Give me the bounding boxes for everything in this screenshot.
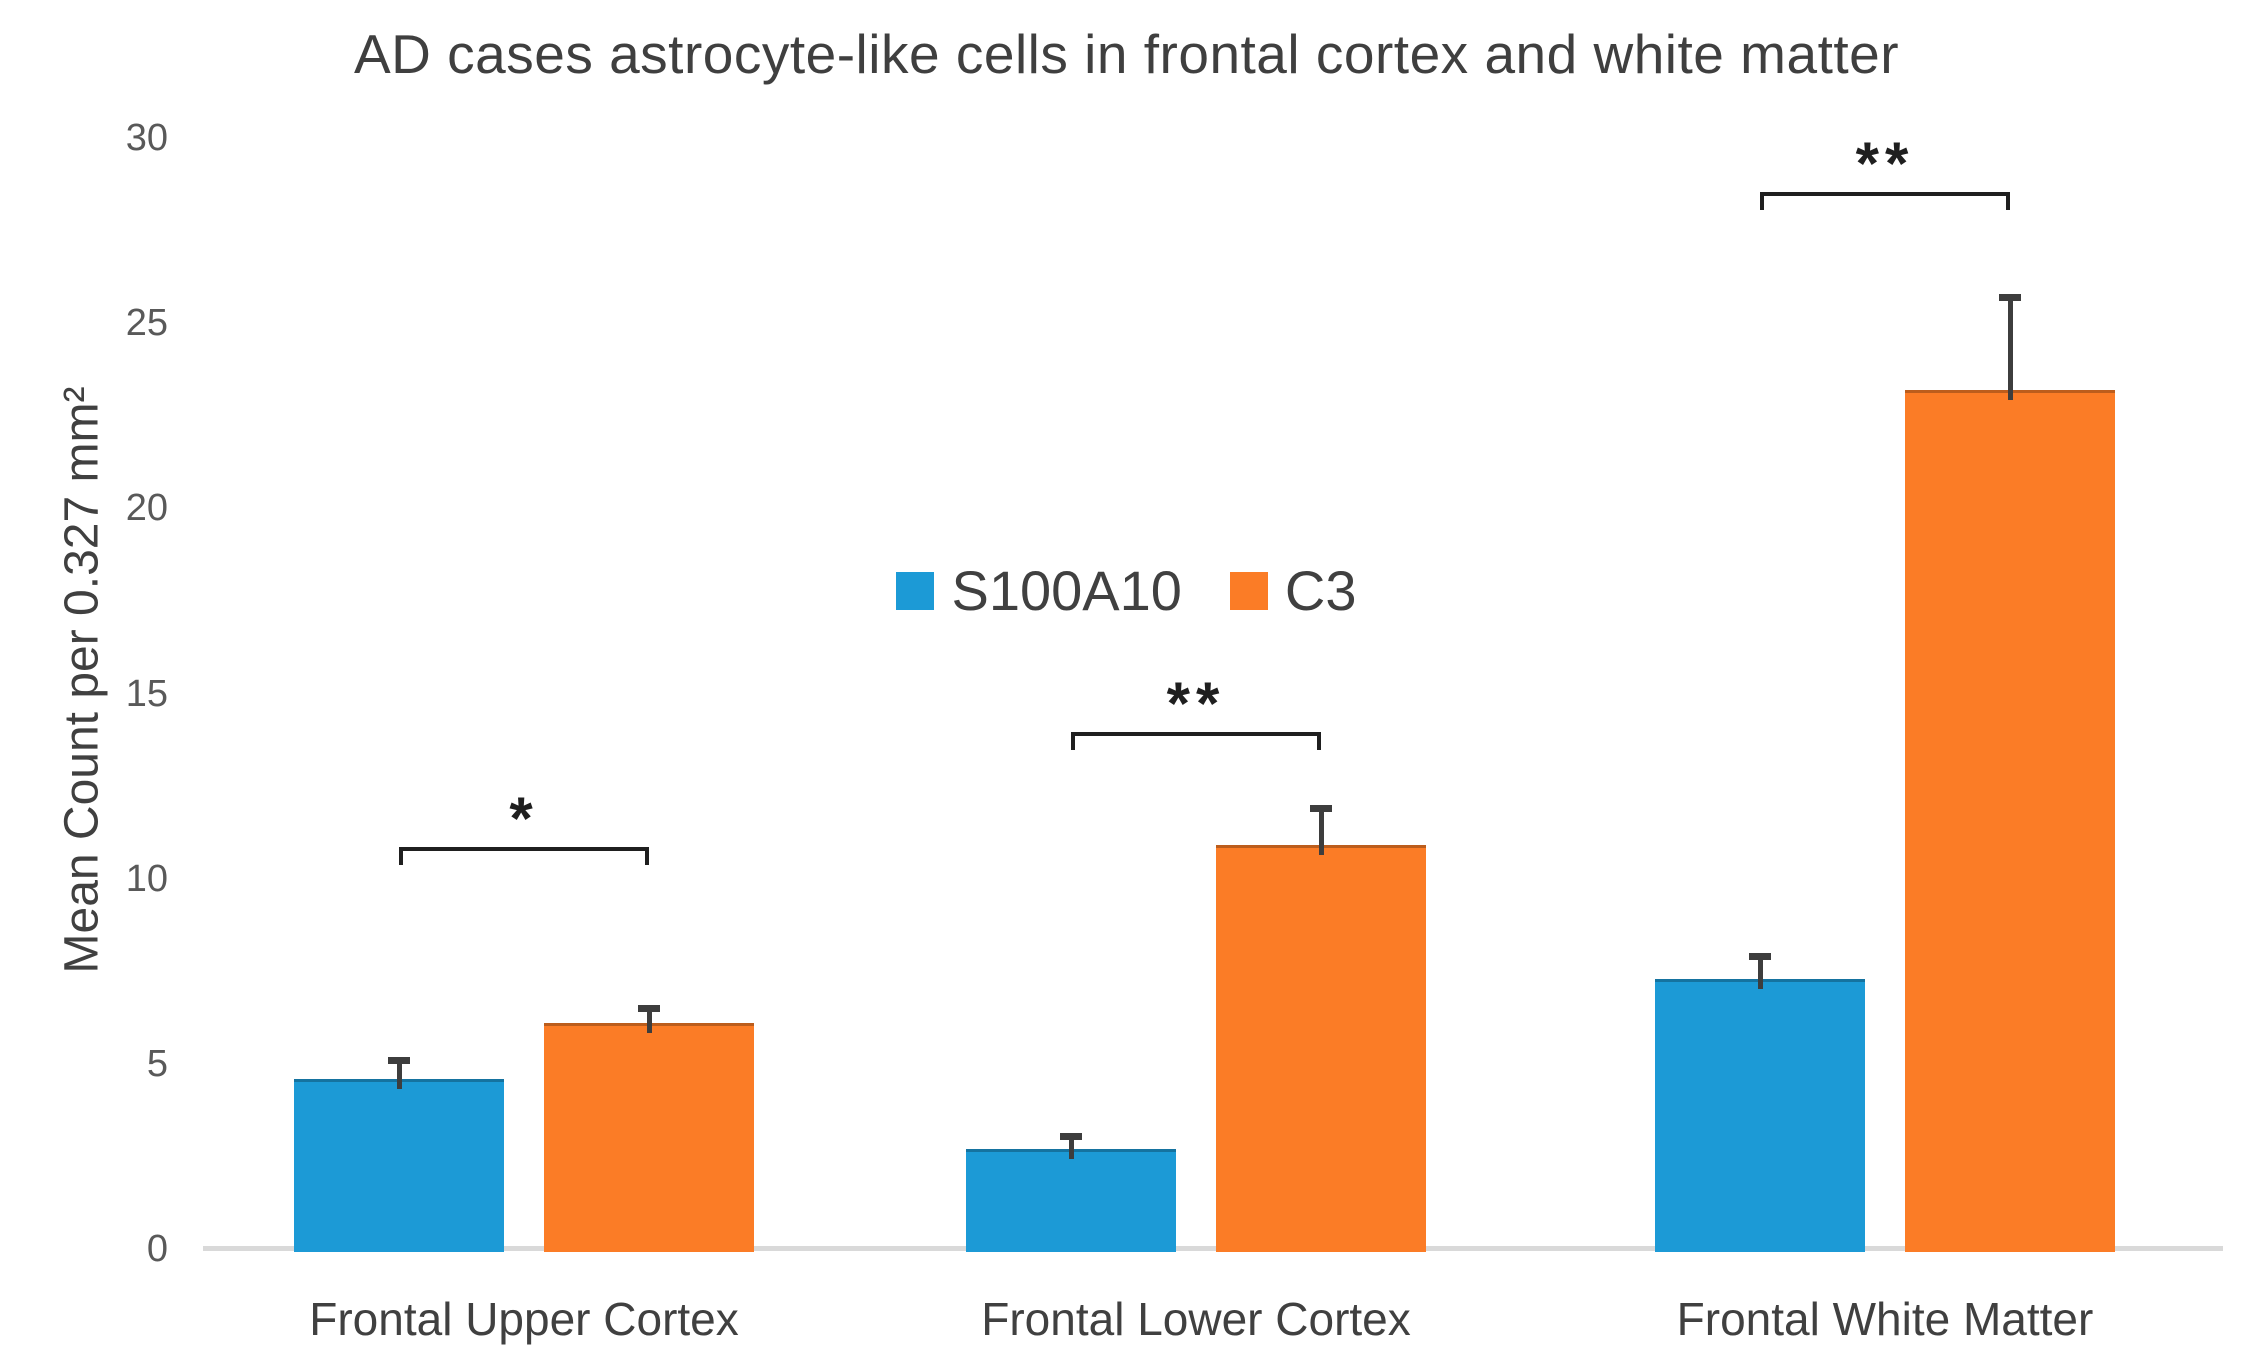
- category-label: Frontal White Matter: [1676, 1293, 2094, 1345]
- y-tick-label: 30: [125, 117, 168, 159]
- y-tick-label: 0: [146, 1228, 168, 1270]
- y-tick-label: 20: [125, 487, 168, 530]
- error-bar-cap: [388, 1056, 410, 1064]
- y-tick-label: 5: [146, 1042, 168, 1085]
- legend-item-c3: C3: [1229, 558, 1357, 623]
- legend: S100A10 C3: [0, 558, 2253, 623]
- error-bar-line: [1068, 1136, 1074, 1159]
- error-bar-cap: [1999, 293, 2021, 301]
- bar-s100a10-1: [294, 1078, 504, 1252]
- significance-bracket: [1071, 732, 1321, 737]
- error-bar-cap: [1310, 804, 1332, 812]
- legend-label: S100A10: [951, 559, 1182, 622]
- category-label: Frontal Lower Cortex: [981, 1293, 1411, 1345]
- y-tick-label: 10: [125, 857, 168, 900]
- significance-bracket-end: [645, 847, 649, 866]
- significance-bracket-end: [1760, 191, 1764, 210]
- significance-bracket: [399, 847, 649, 852]
- significance-bracket-end: [399, 847, 403, 866]
- significance-stars: **: [1855, 129, 1915, 197]
- bar-c3-1: [544, 1023, 754, 1252]
- legend-item-s100a10: S100A10: [896, 558, 1182, 623]
- chart-title: AD cases astrocyte-like cells in frontal…: [353, 23, 1900, 85]
- significance-bracket-end: [2006, 191, 2010, 210]
- error-bar-cap: [1749, 952, 1771, 960]
- x-axis-line: [203, 1246, 2223, 1251]
- legend-swatch-c3: [1229, 571, 1268, 610]
- y-tick-label: 25: [125, 302, 168, 345]
- bar-c3-2: [1216, 845, 1426, 1252]
- legend-label: C3: [1284, 559, 1357, 622]
- significance-bracket-end: [1317, 732, 1321, 751]
- y-tick-label: 15: [125, 672, 168, 715]
- error-bar-line: [2007, 297, 2013, 400]
- error-bar-line: [1318, 808, 1324, 856]
- significance-stars: **: [1166, 670, 1226, 738]
- error-bar-cap: [638, 1004, 660, 1012]
- bar-s100a10-3: [1655, 978, 1865, 1252]
- error-bar-line: [396, 1060, 402, 1089]
- category-label: Frontal Upper Cortex: [309, 1293, 739, 1345]
- error-bar-line: [1757, 956, 1763, 989]
- error-bar-cap: [1060, 1132, 1082, 1140]
- significance-bracket: [1760, 191, 2010, 196]
- error-bar-line: [646, 1008, 652, 1034]
- legend-swatch-s100a10: [896, 571, 935, 610]
- bar-s100a10-2: [966, 1149, 1176, 1252]
- significance-stars: *: [509, 785, 539, 853]
- bar-c3-3: [1905, 389, 2115, 1252]
- significance-bracket-end: [1071, 732, 1075, 751]
